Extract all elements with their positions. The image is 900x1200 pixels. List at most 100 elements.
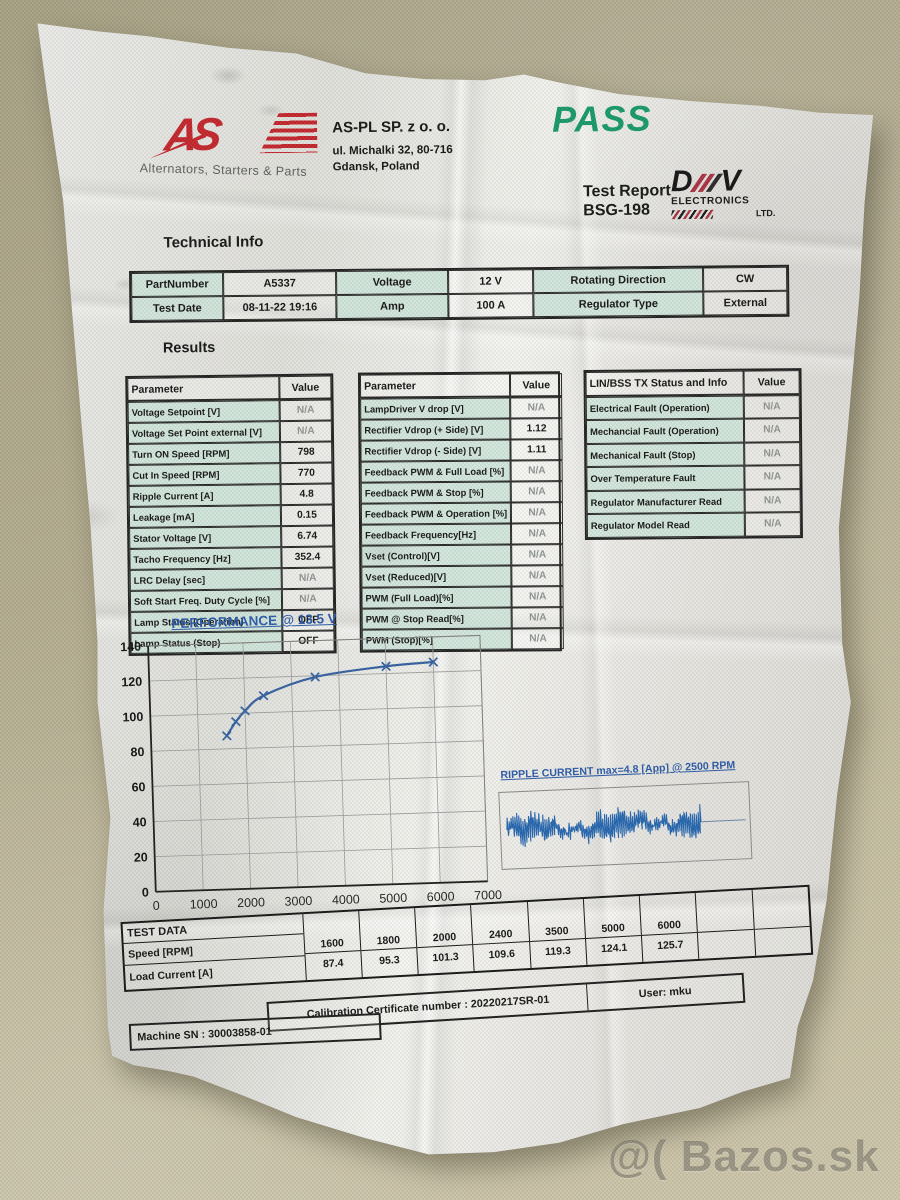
param-value: N/A	[743, 394, 800, 419]
svg-text:80: 80	[130, 745, 144, 759]
speed-value	[752, 886, 810, 930]
speed-value: 2400	[471, 902, 529, 946]
technical-info-table: PartNumber A5337 Voltage 12 V Rotating Direc…	[129, 264, 790, 324]
tech-label: PartNumber	[131, 272, 224, 298]
speed-value: 1800	[359, 908, 417, 952]
speed-value	[696, 889, 754, 933]
param-value: N/A	[744, 488, 801, 513]
load-current-value: 119.3	[544, 944, 572, 959]
svg-text:7000: 7000	[474, 888, 502, 903]
param-value: 1.11	[510, 439, 563, 461]
param-value: N/A	[511, 523, 564, 545]
param-label: Regulator Model Read	[586, 512, 745, 538]
test-data-column	[751, 886, 812, 956]
param-value: N/A	[281, 567, 334, 590]
tech-value: 12 V	[448, 269, 534, 294]
param-value: 352.4	[281, 546, 334, 569]
report-content: AS Alternators, Starters & Parts AS-PL S…	[84, 96, 820, 1105]
results-column-header: Value	[743, 370, 800, 396]
paper: AS Alternators, Starters & Parts AS-PL S…	[37, 23, 874, 1155]
speed-value: 6000	[639, 892, 698, 936]
param-label: Turn ON Speed [RPM]	[128, 442, 281, 465]
results-column-header: Parameter	[127, 376, 280, 402]
speed-value: 5000	[583, 896, 642, 939]
param-value: N/A	[511, 586, 564, 608]
dav-logo-slashes	[689, 173, 724, 193]
as-logo-letters: AS	[161, 107, 219, 161]
svg-text:20: 20	[134, 850, 148, 864]
as-logo-mark: AS	[165, 108, 326, 162]
company-address: AS-PL SP. z o. o. ul. Michalki 32, 80-71…	[332, 118, 453, 175]
param-label: LRC Delay [sec]	[129, 568, 282, 591]
param-label: Rectifier Vdrop (+ Side) [V]	[360, 418, 511, 441]
as-pl-logo: AS Alternators, Starters & Parts	[139, 107, 350, 179]
report-title: Test Report	[582, 182, 671, 201]
svg-text:40: 40	[132, 815, 146, 829]
load-current-value: 125.7	[656, 938, 684, 953]
results-table-lin-bss: LIN/BSS TX Status and Info Value Electrica…	[583, 368, 803, 540]
speed-value: 2000	[415, 905, 473, 949]
svg-text:1000: 1000	[190, 897, 218, 912]
report-number: BSG-198	[583, 201, 651, 220]
dav-electronics-text: ELECTRONICS	[671, 195, 750, 208]
load-current-value: 124.1	[600, 941, 628, 956]
param-label: Ripple Current [A]	[128, 484, 281, 507]
user-cell: User: mku	[638, 985, 692, 1001]
param-label: Cut In Speed [RPM]	[128, 463, 281, 486]
param-label: Mechanical Fault (Stop)	[586, 442, 745, 467]
param-value: N/A	[511, 607, 564, 629]
param-label: Regulator Manufacturer Read	[586, 489, 745, 514]
paper-document: AS Alternators, Starters & Parts AS-PL S…	[22, 6, 880, 1166]
svg-text:6000: 6000	[427, 889, 455, 904]
pass-status: PASS	[551, 97, 652, 140]
svg-text:0: 0	[142, 885, 149, 899]
as-logo-tagline: Alternators, Starters & Parts	[139, 161, 308, 179]
dav-ltd-text: LTD.	[755, 208, 776, 219]
param-label: Soft Start Freq. Duty Cycle [%]	[129, 589, 283, 612]
param-label: Vset (Control)[V]	[361, 544, 512, 567]
param-value: 1.12	[510, 418, 563, 440]
dav-logo-letters: D V	[671, 164, 801, 198]
svg-text:100: 100	[122, 710, 143, 725]
performance-plot: 0 20 40 60 80 100 120 140 0 1000 2000 3000 4000 5000 6…	[120, 634, 502, 913]
param-value: N/A	[510, 481, 564, 503]
dav-ltd-row: LTD.	[670, 208, 776, 219]
param-value: N/A	[744, 441, 801, 466]
machine-sn-box: Machine SN : 30003858-01	[128, 1012, 382, 1051]
watermark: @( Bazos.sk	[608, 1132, 880, 1181]
tech-label: Voltage	[336, 269, 449, 296]
speed-value: 3500	[527, 899, 585, 942]
technical-info-heading: Technical Info	[163, 233, 264, 252]
results-column-header: Parameter	[359, 373, 511, 399]
param-value: 0.15	[280, 504, 334, 527]
results-column-header: Value	[510, 373, 563, 398]
test-data-column	[695, 889, 755, 959]
test-data-column: 2400 109.6	[470, 902, 531, 972]
tech-label: Amp	[336, 293, 449, 320]
param-label: Feedback Frequency[Hz]	[361, 523, 512, 546]
svg-text:140: 140	[120, 640, 141, 655]
test-data-labels: TEST DATA Speed [RPM] Load Current [A]	[122, 914, 306, 990]
param-label: Mechancial Fault (Operation)	[585, 418, 745, 444]
param-label: Vset (Reduced)[V]	[361, 565, 512, 588]
load-current-value	[755, 927, 811, 952]
param-label: Stator Voltage [V]	[129, 526, 282, 549]
param-value: 798	[280, 441, 333, 464]
speed-value: 1600	[302, 911, 361, 955]
svg-text:60: 60	[131, 780, 145, 794]
svg-text:120: 120	[121, 675, 142, 690]
tech-label: Regulator Type	[533, 291, 704, 318]
report-id: Test Report BSG-198	[583, 181, 671, 220]
param-label: Tacho Frequency [Hz]	[129, 547, 282, 570]
test-data-column: 1800 95.3	[358, 908, 418, 978]
as-logo-stripes	[259, 113, 317, 154]
test-data-column: 1600 87.4	[301, 911, 362, 981]
svg-text:3000: 3000	[284, 894, 312, 909]
dav-hatch-stripes	[670, 209, 715, 219]
svg-text:0: 0	[153, 899, 160, 913]
tech-value: 100 A	[448, 293, 534, 318]
load-current-value: 95.3	[378, 954, 400, 968]
load-current-value: 87.4	[322, 957, 344, 971]
param-value: N/A	[281, 588, 335, 611]
results-column-header: Value	[279, 375, 332, 401]
